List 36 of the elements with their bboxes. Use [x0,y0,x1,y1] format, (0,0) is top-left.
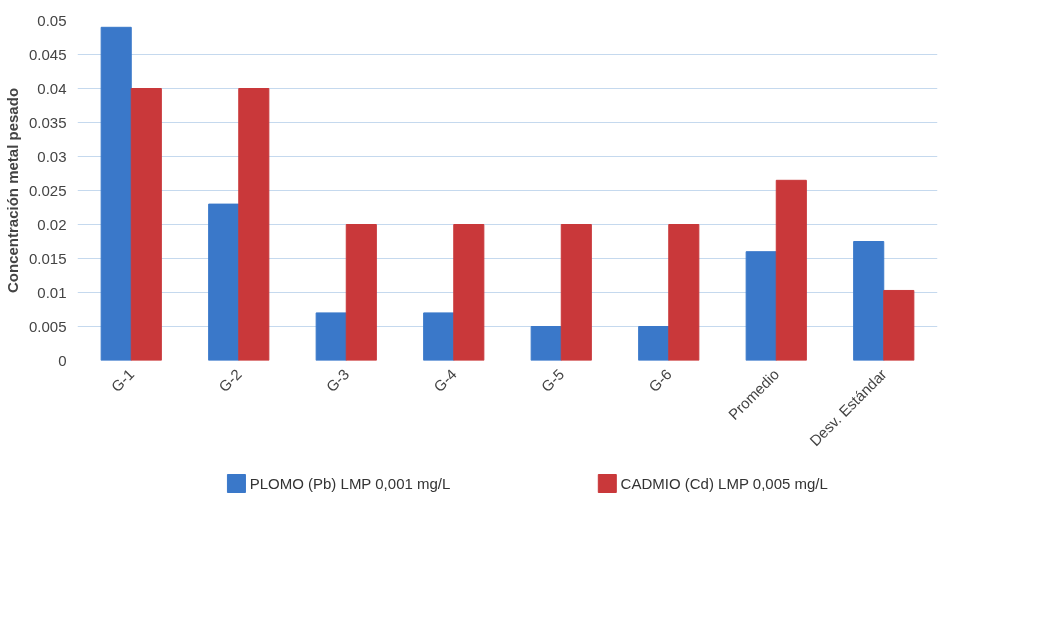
y-tick-label: 0.005 [28,317,67,335]
bar [130,88,162,361]
bar [530,326,562,361]
bar [100,26,132,361]
x-tick-label: G-3 [322,365,353,396]
x-tick-label: G-4 [430,365,460,396]
y-tick-label: 0.03 [37,147,67,165]
bar [238,88,270,361]
bar [638,326,670,361]
bar [775,179,807,361]
y-tick-label: 0.02 [37,215,67,233]
y-tick-label: 0.025 [28,181,67,199]
bar [453,224,485,361]
legend-label: PLOMO (Pb) LMP 0,001 mg/L [249,475,451,492]
y-tick-label: 0.01 [37,283,67,301]
bar [315,312,347,361]
bar [423,312,455,361]
x-tick-label: G-1 [107,365,138,396]
bar [345,224,377,361]
bar [883,289,915,361]
x-tick-label: G-6 [645,365,675,396]
y-tick-label: 0.045 [28,45,67,63]
y-tick-label: 0.015 [28,249,67,267]
bar [208,203,240,361]
y-tick-label: 0.035 [28,113,67,131]
y-axis-title: Concentración metal pesado [3,87,21,294]
x-tick-label: G-2 [215,365,245,396]
bar [668,224,700,361]
bar [853,241,885,361]
y-tick-label: 0.04 [37,79,67,97]
legend-label: CADMIO (Cd) LMP 0,005 mg/L [620,475,828,492]
x-tick-label: G-5 [537,365,568,396]
bar [745,251,777,361]
bar [560,224,592,361]
y-tick-label: 0.05 [37,11,67,29]
y-tick-label: 0 [58,351,67,369]
